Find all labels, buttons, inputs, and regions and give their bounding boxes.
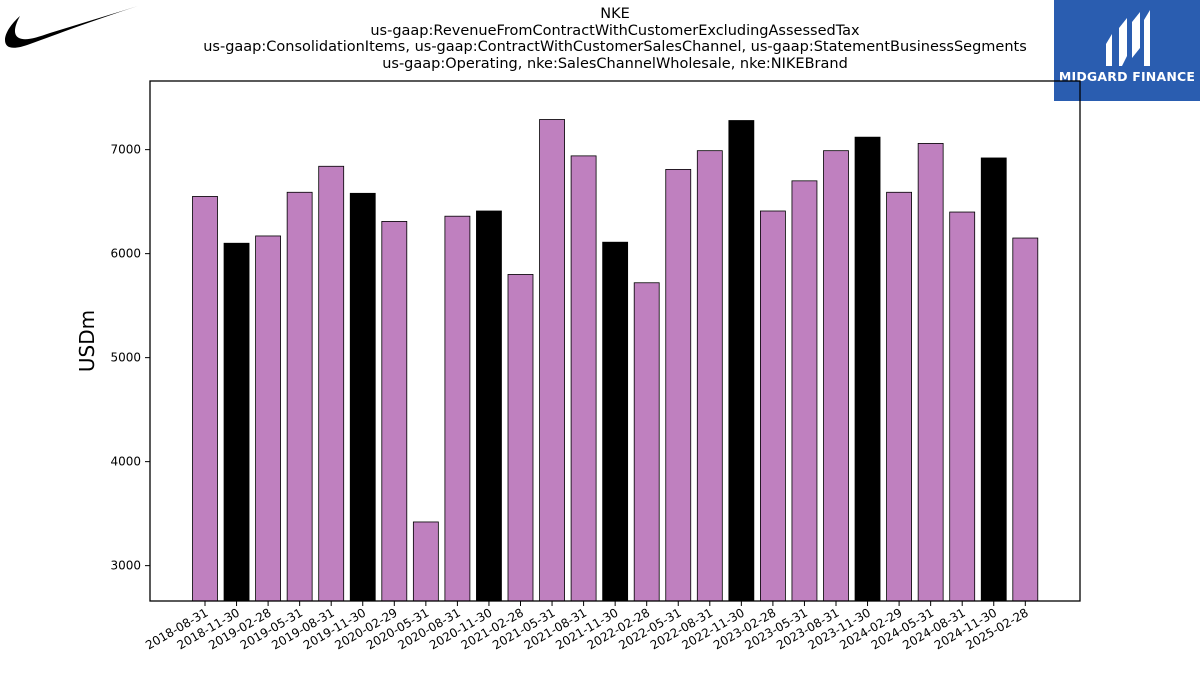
nike-swoosh-logo bbox=[5, 6, 138, 48]
bar bbox=[192, 196, 218, 602]
bar bbox=[412, 521, 439, 602]
bar bbox=[917, 142, 944, 602]
bars-group bbox=[192, 119, 1039, 602]
bar bbox=[602, 241, 629, 602]
midgard-mark-icon bbox=[1106, 10, 1150, 66]
bar bbox=[570, 155, 597, 602]
bar bbox=[444, 215, 471, 602]
bar bbox=[255, 235, 282, 602]
bar bbox=[507, 274, 534, 602]
chart-title: NKE us-gaap:RevenueFromContractWithCusto… bbox=[150, 6, 1080, 72]
bar bbox=[223, 242, 250, 602]
bar bbox=[854, 136, 881, 602]
y-tick-label: 6000 bbox=[110, 247, 141, 261]
bar bbox=[949, 211, 976, 602]
midgard-brand-text: MIDGARD FINANCE bbox=[1058, 69, 1196, 84]
bar bbox=[1012, 237, 1039, 602]
title-line: us-gaap:Operating, nke:SalesChannelWhole… bbox=[382, 55, 848, 72]
title-line: us-gaap:ConsolidationItems, us-gaap:Cont… bbox=[203, 39, 1027, 55]
bar bbox=[696, 150, 723, 602]
bar bbox=[539, 119, 565, 602]
title-line: us-gaap:RevenueFromContractWithCustomerE… bbox=[370, 22, 860, 39]
swoosh-icon bbox=[5, 6, 138, 48]
y-tick-label: 7000 bbox=[110, 143, 141, 157]
bar bbox=[381, 220, 408, 602]
y-axis-label: USDm bbox=[75, 310, 99, 372]
bar bbox=[791, 180, 818, 602]
bar bbox=[633, 282, 660, 602]
bar bbox=[349, 192, 376, 602]
bar bbox=[665, 168, 692, 602]
bar bbox=[286, 191, 313, 602]
y-tick-label: 3000 bbox=[110, 559, 141, 573]
y-tick-label: 4000 bbox=[110, 455, 141, 469]
midgard-finance-logo: MIDGARD FINANCE bbox=[1054, 0, 1200, 101]
bar bbox=[823, 150, 849, 602]
bar bbox=[476, 210, 502, 602]
bar bbox=[728, 120, 755, 602]
title-line: NKE bbox=[600, 6, 630, 22]
bar bbox=[760, 210, 786, 602]
y-axis: 3000 4000 5000 6000 7000 bbox=[110, 143, 150, 573]
bar bbox=[318, 165, 345, 602]
bar bbox=[886, 191, 912, 602]
bar bbox=[980, 157, 1007, 602]
y-tick-label: 5000 bbox=[110, 351, 141, 365]
x-axis: 2018-08-312018-11-302019-02-282019-05-31… bbox=[143, 601, 1031, 652]
